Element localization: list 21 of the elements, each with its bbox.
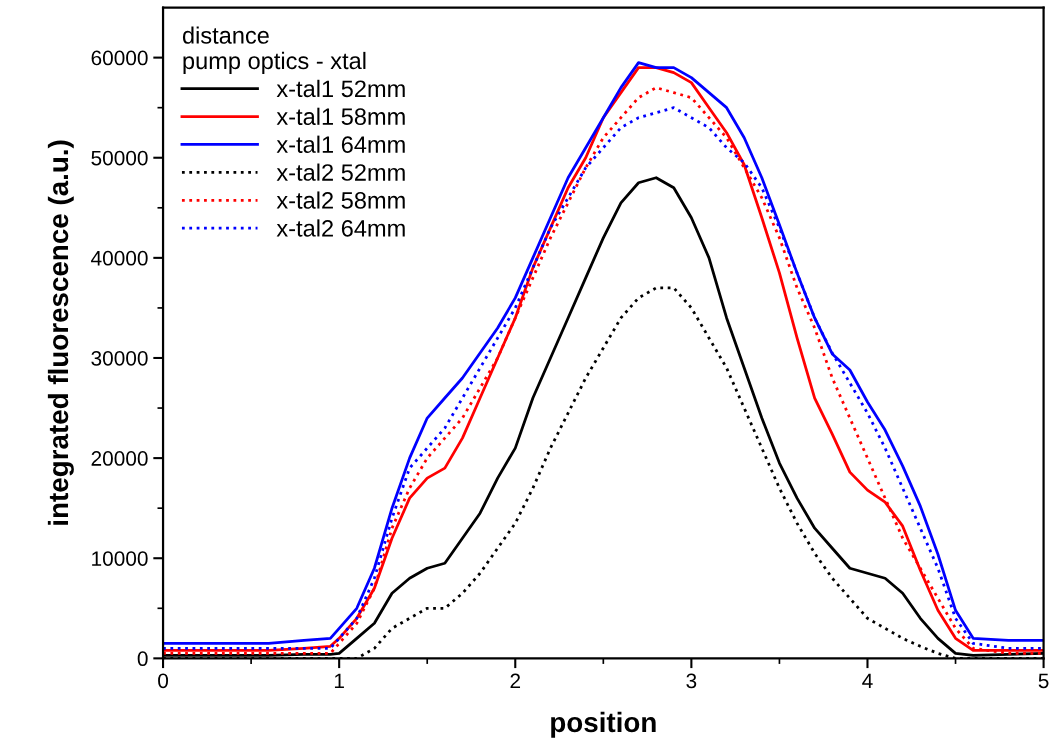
legend-label: x-tal2 52mm <box>276 163 405 181</box>
x-tick-label: 5 <box>1038 673 1049 689</box>
x-tick-label: 2 <box>510 673 521 689</box>
y-tick-label: 50000 <box>91 150 148 166</box>
y-tick-label: 20000 <box>91 451 148 466</box>
y-tick-label: 10000 <box>92 551 148 566</box>
x-tick-label: 0 <box>158 673 169 689</box>
y-tick-label: 40000 <box>91 250 148 266</box>
legend-label: x-tal2 58mm <box>276 191 405 209</box>
x-axis-title: position <box>551 711 656 738</box>
legend-label: x-tal1 52mm <box>276 79 405 98</box>
y-tick-label: 30000 <box>91 350 148 366</box>
y-axis-title: integrated fluorescence (a.u.) <box>47 140 74 525</box>
legend-label: x-tal1 64mm <box>276 135 405 153</box>
legend-label: x-tal2 64mm <box>276 219 405 237</box>
legend-label: x-tal1 58mm <box>276 107 405 126</box>
y-tick-label: 0 <box>137 651 148 667</box>
y-tick-label: 60000 <box>91 50 148 66</box>
x-tick-label: 3 <box>686 673 697 689</box>
x-tick-label: 1 <box>334 673 344 689</box>
x-tick-label: 4 <box>862 673 873 689</box>
